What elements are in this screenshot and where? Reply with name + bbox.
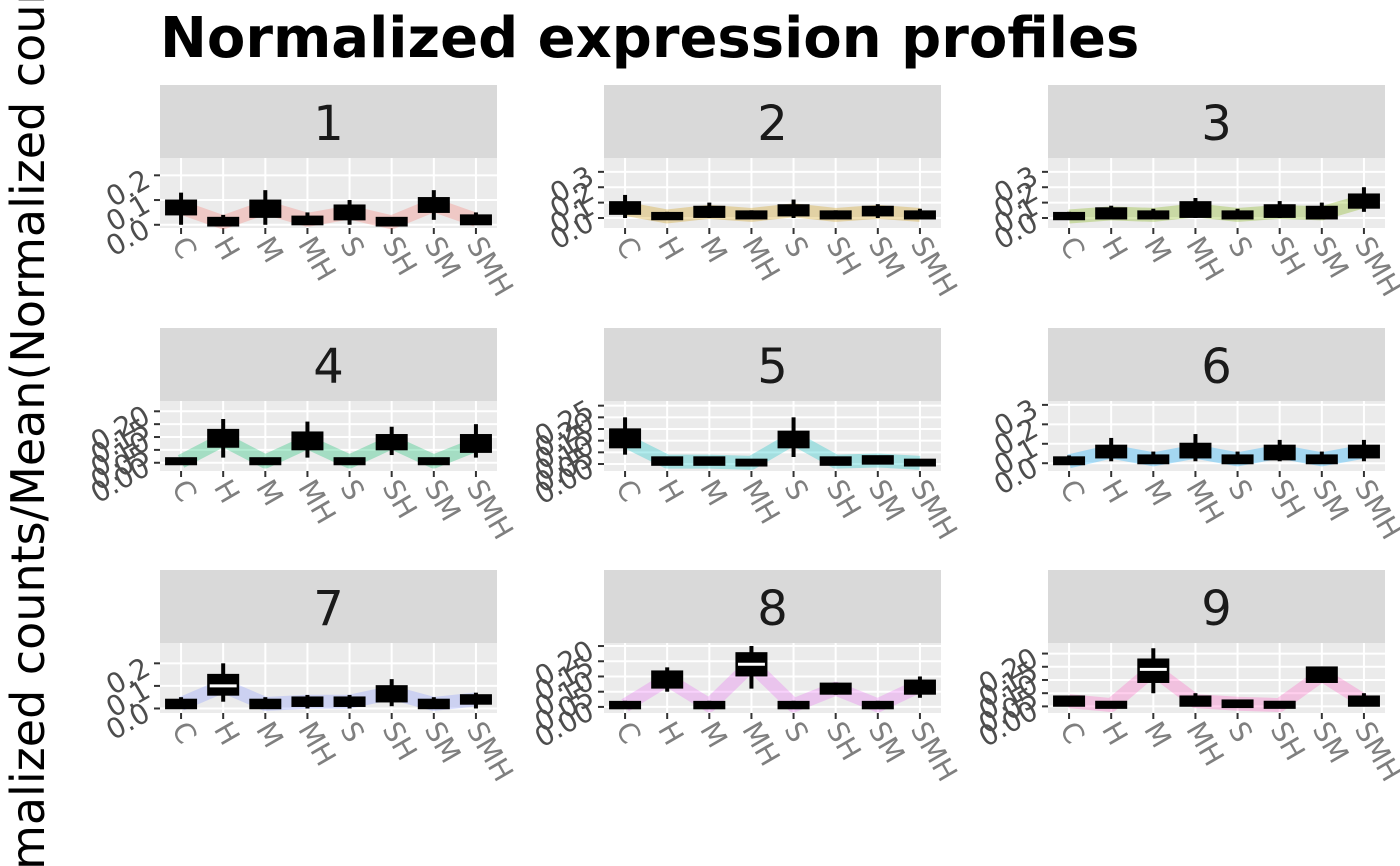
x-tick-label: SMH (460, 231, 520, 302)
x-tick-label: M (1137, 231, 1178, 268)
x-tick-label: C (609, 231, 647, 264)
x-tick-label: H (1095, 231, 1134, 266)
x-tick-label: MH (291, 474, 342, 530)
x-tick-label: SM (1306, 231, 1356, 284)
strip (604, 85, 941, 158)
strip (1048, 328, 1385, 401)
x-tick-label: SM (418, 474, 468, 527)
x-tick-label: M (693, 716, 734, 753)
x-tick-label: SH (820, 231, 868, 281)
x-tick-label: MH (1179, 474, 1230, 530)
strip-label: 4 (313, 339, 344, 395)
strip (160, 85, 497, 158)
x-tick-label: MH (735, 716, 786, 772)
x-tick-label: MH (735, 231, 786, 287)
x-tick-label: S (1222, 474, 1259, 506)
x-tick-label: S (1222, 231, 1259, 263)
x-tick-label: S (778, 716, 815, 748)
strip-label: 2 (757, 96, 788, 152)
x-tick-label: S (334, 474, 371, 506)
x-tick-label: H (1095, 716, 1134, 751)
x-tick-label: H (651, 474, 690, 509)
x-tick-label: SMH (904, 231, 964, 302)
panel-background (160, 158, 497, 228)
box (903, 679, 936, 695)
strip-label: 9 (1201, 581, 1232, 637)
x-tick-label: C (1053, 474, 1091, 507)
x-tick-label: SH (1264, 474, 1312, 524)
x-tick-label: M (249, 474, 290, 511)
x-tick-label: C (165, 231, 203, 264)
x-tick-label: M (249, 231, 290, 268)
x-tick-label: SM (418, 716, 468, 769)
x-tick-label: H (651, 716, 690, 751)
x-tick-label: MH (735, 474, 786, 530)
x-tick-label: SMH (904, 716, 964, 787)
x-tick-label: SM (418, 231, 468, 284)
y-axis-label: Normalized counts/Mean(Normalized counts… (1, 0, 55, 866)
strip (1048, 85, 1385, 158)
x-tick-label: H (207, 231, 246, 266)
x-tick-label: S (334, 231, 371, 263)
x-tick-label: M (693, 474, 734, 511)
x-tick-label: M (693, 231, 734, 268)
x-tick-label: MH (1179, 716, 1230, 772)
x-tick-label: S (778, 474, 815, 506)
x-tick-label: SMH (460, 474, 520, 545)
x-tick-label: SH (820, 716, 868, 766)
x-tick-label: C (165, 474, 203, 507)
strip (604, 328, 941, 401)
strip-label: 3 (1201, 96, 1232, 152)
x-tick-label: H (207, 474, 246, 509)
strip-label: 1 (313, 96, 344, 152)
x-tick-label: SM (862, 231, 912, 284)
x-tick-label: SM (1306, 716, 1356, 769)
x-tick-label: MH (1179, 231, 1230, 287)
x-tick-label: SM (862, 716, 912, 769)
strip (1048, 570, 1385, 643)
x-tick-label: SM (862, 474, 912, 527)
x-tick-label: SMH (460, 716, 520, 787)
x-tick-label: S (334, 716, 371, 748)
strip (160, 570, 497, 643)
x-tick-label: SH (1264, 231, 1312, 281)
x-tick-label: SH (820, 474, 868, 524)
x-tick-label: H (651, 231, 690, 266)
strip (160, 328, 497, 401)
x-tick-label: C (1053, 231, 1091, 264)
x-tick-label: S (778, 231, 815, 263)
strip-label: 6 (1201, 339, 1232, 395)
x-tick-label: SH (376, 231, 424, 281)
chart-title: Normalized expression profiles (160, 6, 1139, 71)
x-tick-label: C (609, 716, 647, 749)
x-tick-label: C (609, 474, 647, 507)
x-tick-label: C (1053, 716, 1091, 749)
x-tick-label: SM (1306, 474, 1356, 527)
x-tick-label: H (1095, 474, 1134, 509)
x-tick-label: S (1222, 716, 1259, 748)
x-tick-label: M (249, 716, 290, 753)
x-tick-label: MH (291, 231, 342, 287)
x-tick-label: M (1137, 474, 1178, 511)
x-tick-label: MH (291, 716, 342, 772)
x-tick-label: M (1137, 716, 1178, 753)
strip-label: 8 (757, 581, 788, 637)
x-tick-label: SH (376, 716, 424, 766)
x-tick-label: H (207, 716, 246, 751)
x-tick-label: SMH (904, 474, 964, 545)
box (609, 428, 642, 449)
strip (604, 570, 941, 643)
x-tick-label: SH (1264, 716, 1312, 766)
strip-label: 5 (757, 339, 788, 395)
strip-label: 7 (313, 581, 344, 637)
x-tick-label: C (165, 716, 203, 749)
x-tick-label: SH (376, 474, 424, 524)
